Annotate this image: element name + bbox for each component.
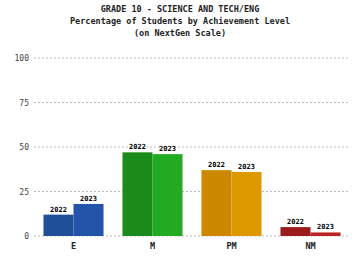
bar-label: 2023 [159, 145, 176, 153]
bar-label: 2022 [129, 143, 146, 151]
bar-label: 2023 [80, 195, 97, 203]
bar-label: 2022 [208, 161, 225, 169]
bar [232, 172, 262, 236]
grid-line [34, 58, 350, 59]
x-axis: E M PM NM [71, 241, 316, 251]
bar [74, 204, 104, 236]
grid-line [34, 191, 350, 192]
bar-label: 2023 [238, 163, 255, 171]
grid-line [34, 102, 350, 103]
bar [43, 215, 73, 236]
grid-line [34, 147, 350, 148]
bar-label: 2022 [287, 218, 304, 226]
y-tick-label: 25 [19, 188, 29, 197]
y-tick-label: 75 [19, 99, 29, 108]
x-tick-label: E [71, 241, 76, 251]
x-tick-label: NM [305, 241, 315, 251]
y-tick-label: 0 [24, 232, 29, 241]
bar [280, 227, 310, 236]
y-tick-label: 100 [15, 54, 30, 63]
y-tick-label: 50 [19, 143, 29, 152]
bar-labels: 2022 2023 2022 2023 2022 2023 2022 2023 [50, 143, 334, 231]
bar-label: 2023 [317, 223, 334, 231]
bar [122, 152, 152, 236]
bar [201, 170, 231, 236]
bar-label: 2022 [50, 206, 67, 214]
x-tick-label: PM [226, 241, 236, 251]
bars [43, 152, 340, 236]
bar [311, 232, 341, 236]
y-axis: 0 25 50 75 100 [15, 54, 350, 241]
chart: GRADE 10 - SCIENCE AND TECH/ENGPercentag… [0, 0, 360, 260]
chart-container: GRADE 10 - SCIENCE AND TECH/ENGPercentag… [0, 0, 360, 260]
x-tick-label: M [150, 241, 155, 251]
bar [153, 154, 183, 236]
title: GRADE 10 - SCIENCE AND TECH/ENGPercentag… [70, 4, 290, 38]
